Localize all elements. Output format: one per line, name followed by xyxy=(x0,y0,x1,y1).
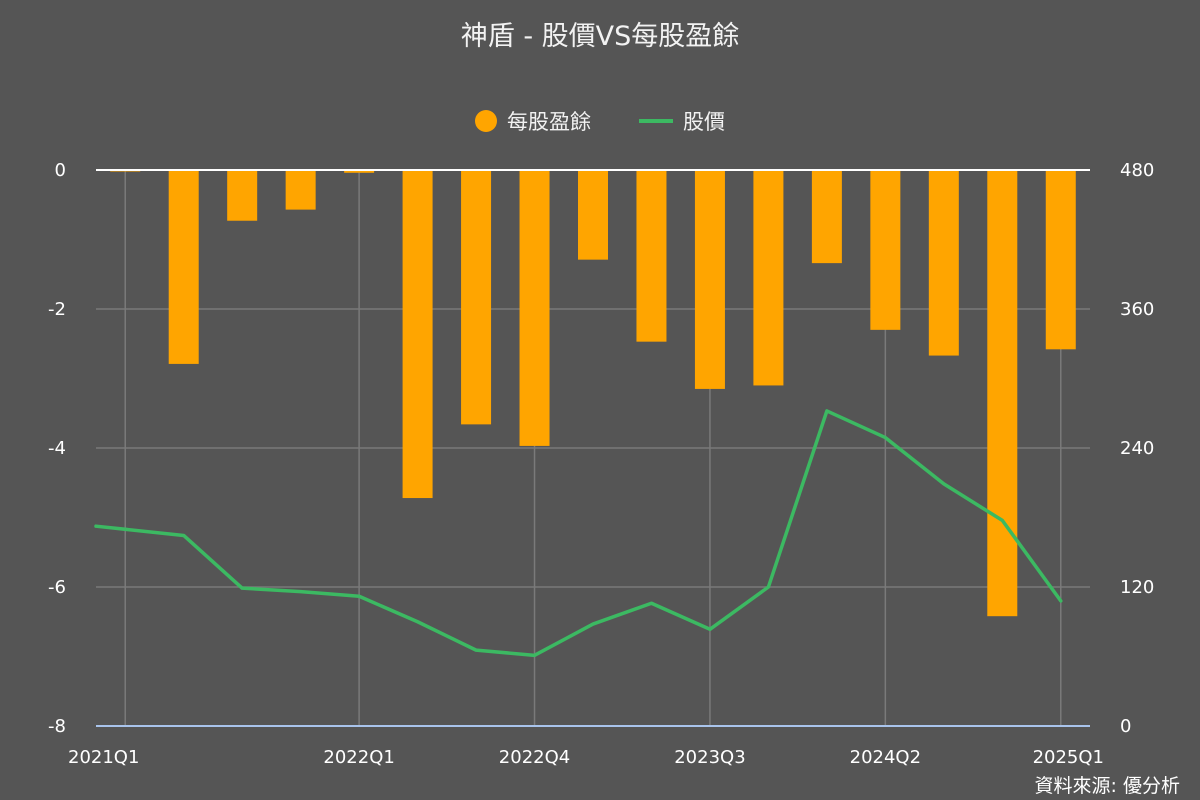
x-tick-label: 2023Q3 xyxy=(674,747,745,768)
eps-bar xyxy=(928,170,959,356)
x-tick-label: 2022Q1 xyxy=(323,747,394,768)
axes xyxy=(96,169,1090,727)
eps-bar xyxy=(344,170,375,173)
legend-marker-price xyxy=(639,119,673,123)
eps-bar xyxy=(811,170,842,264)
y-left-tick-label: -8 xyxy=(48,716,66,737)
eps-bar xyxy=(636,170,667,342)
y-right-tick-label: 240 xyxy=(1120,438,1154,459)
legend-marker-eps xyxy=(475,110,497,132)
eps-bar xyxy=(1045,170,1076,350)
chart-legend: 每股盈餘 股價 xyxy=(0,106,1200,136)
chart-title: 神盾 - 股價VS每股盈餘 xyxy=(460,21,740,52)
legend-item-eps[interactable]: 每股盈餘 xyxy=(475,106,591,136)
eps-bar xyxy=(461,170,492,425)
x-tick-label: 2022Q4 xyxy=(499,747,570,768)
y-left-tick-label: -6 xyxy=(48,577,66,598)
price-line xyxy=(94,409,1063,658)
eps-bar xyxy=(519,170,550,446)
legend-item-price[interactable]: 股價 xyxy=(639,106,725,136)
price-line-layer xyxy=(94,409,1063,658)
x-tick-label: 2024Q2 xyxy=(850,747,921,768)
data-source-note: 資料來源: 優分析 xyxy=(1034,775,1180,797)
y-left-tick-label: -4 xyxy=(48,438,66,459)
y-right-tick-label: 120 xyxy=(1120,577,1154,598)
eps-bar xyxy=(285,170,316,210)
legend-label-eps: 每股盈餘 xyxy=(507,110,591,134)
y-left-tick-label: -2 xyxy=(48,299,66,320)
eps-bar xyxy=(870,170,901,330)
eps-bar xyxy=(753,170,784,386)
eps-bar xyxy=(402,170,433,499)
eps-bar xyxy=(987,170,1018,617)
eps-bar xyxy=(168,170,199,364)
tick-labels: 0 -2 -4 -6 -8 480 360 240 120 0 2021Q1 2022Q1 2022Q4… xyxy=(48,160,1154,768)
y-right-tick-label: 480 xyxy=(1120,160,1154,181)
x-tick-label: 2021Q1 xyxy=(68,747,139,768)
eps-bar xyxy=(694,170,725,389)
eps-bars xyxy=(110,170,1076,617)
eps-bar xyxy=(227,170,258,221)
legend-label-price: 股價 xyxy=(683,110,725,134)
y-left-tick-label: 0 xyxy=(55,160,66,181)
y-right-tick-label: 0 xyxy=(1120,716,1131,737)
y-right-tick-label: 360 xyxy=(1120,299,1154,320)
eps-bar xyxy=(578,170,608,260)
x-tick-label: 2025Q1 xyxy=(1033,747,1104,768)
